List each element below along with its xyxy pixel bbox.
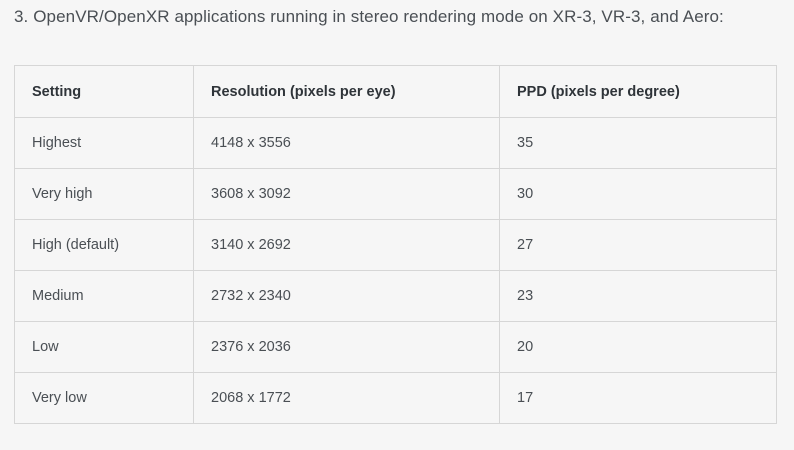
setting-cell: Very low xyxy=(14,372,194,424)
setting-cell: High (default) xyxy=(14,219,194,271)
ppd-cell: 20 xyxy=(499,321,777,373)
column-header-setting: Setting xyxy=(14,65,194,118)
table-row: High (default) 3140 x 2692 27 xyxy=(14,219,777,271)
setting-cell: Highest xyxy=(14,117,194,169)
ppd-cell: 17 xyxy=(499,372,777,424)
setting-cell: Medium xyxy=(14,270,194,322)
table-row: Medium 2732 x 2340 23 xyxy=(14,270,777,322)
ppd-cell: 30 xyxy=(499,168,777,220)
section-heading: 3. OpenVR/OpenXR applications running in… xyxy=(14,7,724,26)
table-row: Highest 4148 x 3556 35 xyxy=(14,117,777,169)
resolution-cell: 4148 x 3556 xyxy=(193,117,500,169)
setting-cell: Very high xyxy=(14,168,194,220)
setting-cell: Low xyxy=(14,321,194,373)
resolution-cell: 2376 x 2036 xyxy=(193,321,500,373)
ppd-cell: 27 xyxy=(499,219,777,271)
resolution-cell: 3608 x 3092 xyxy=(193,168,500,220)
table-header-row: Setting Resolution (pixels per eye) PPD … xyxy=(14,65,777,118)
resolution-cell: 2068 x 1772 xyxy=(193,372,500,424)
column-header-ppd: PPD (pixels per degree) xyxy=(499,65,777,118)
ppd-cell: 35 xyxy=(499,117,777,169)
table-row: Low 2376 x 2036 20 xyxy=(14,321,777,373)
ppd-cell: 23 xyxy=(499,270,777,322)
resolution-cell: 2732 x 2340 xyxy=(193,270,500,322)
resolution-cell: 3140 x 2692 xyxy=(193,219,500,271)
column-header-resolution: Resolution (pixels per eye) xyxy=(193,65,500,118)
resolution-table: Setting Resolution (pixels per eye) PPD … xyxy=(14,65,777,424)
table-row: Very high 3608 x 3092 30 xyxy=(14,168,777,220)
table-row: Very low 2068 x 1772 17 xyxy=(14,372,777,424)
